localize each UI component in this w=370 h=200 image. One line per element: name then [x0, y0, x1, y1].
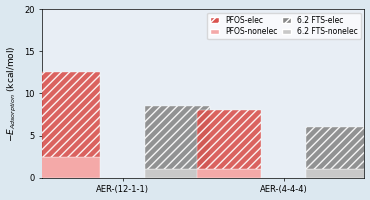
Bar	[306, 127, 370, 169]
Bar	[36, 157, 100, 178]
Bar	[145, 169, 210, 178]
Y-axis label: $-E_{Adsorption}$ (kcal/mol): $-E_{Adsorption}$ (kcal/mol)	[6, 45, 18, 142]
Bar	[197, 110, 261, 169]
Bar	[36, 72, 100, 157]
Bar	[197, 169, 261, 178]
Legend: PFOS-elec, PFOS-nonelec, 6.2 FTS-elec, 6.2 FTS-nonelec: PFOS-elec, PFOS-nonelec, 6.2 FTS-elec, 6…	[207, 13, 361, 39]
Bar	[306, 169, 370, 178]
Bar	[145, 106, 210, 169]
